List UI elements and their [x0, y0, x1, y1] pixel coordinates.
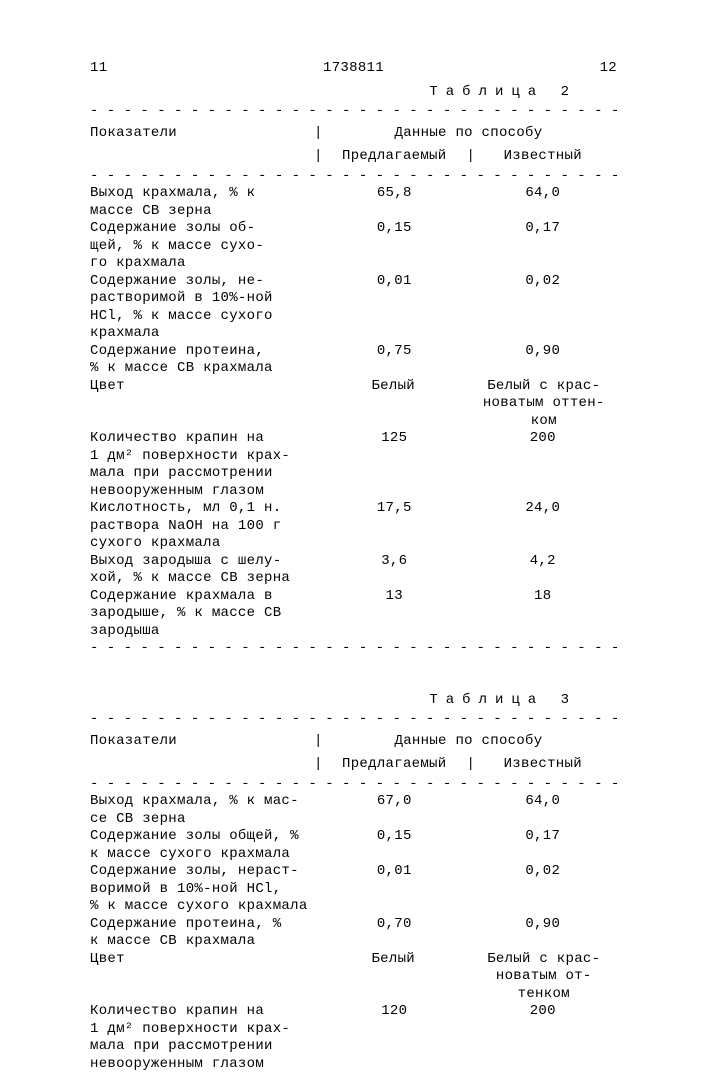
row-value-2: 0,90 — [469, 343, 618, 361]
row-value-2: 18 — [469, 588, 618, 606]
table-row: Содержание золы, не- растворимой в 10%-н… — [90, 273, 617, 343]
row-label: Содержание золы об- щей, % к массе сухо-… — [90, 220, 320, 273]
row-value-1: 13 — [320, 588, 469, 606]
table-row: Содержание золы, нераст- воримой в 10%-н… — [90, 863, 617, 916]
page-number-right: 12 — [600, 60, 617, 78]
row-value-2: 0,17 — [469, 828, 618, 846]
table2-title: Таблица 2 — [90, 84, 617, 102]
divider: - - - - - - - - - - - - - - - - - - - - … — [90, 776, 617, 794]
page-number-left: 11 — [90, 60, 107, 78]
document-number: 1738811 — [107, 60, 599, 78]
row-label: Выход крахмала, % к мас- се СВ зерна — [90, 793, 320, 828]
table-row: Количество крапин на 1 дм² поверхности к… — [90, 430, 617, 500]
table3: Показатели Данные по способу Предлагаемы… — [90, 729, 617, 1073]
table3-header-right: Данные по способу — [320, 729, 617, 755]
row-value-2: Белый с крас- новатым оттен- ком — [467, 378, 618, 431]
page-header: 11 1738811 12 — [90, 60, 617, 78]
row-value-1: 0,15 — [320, 828, 469, 846]
row-value-1: Белый — [320, 378, 467, 396]
table-row: Содержание протеина, % к массе СВ крахма… — [90, 916, 617, 951]
table-row: Содержание золы общей, % к массе сухого … — [90, 828, 617, 863]
table-row: Содержание золы об- щей, % к массе сухо-… — [90, 220, 617, 273]
row-label: Содержание крахмала в зародыше, % к масс… — [90, 588, 320, 641]
row-label: Кислотность, мл 0,1 н. раствора NaOH на … — [90, 500, 320, 553]
table2: Показатели Данные по способу Предлагаемы… — [90, 121, 617, 641]
table-row: Содержание протеина, % к массе СВ крахма… — [90, 343, 617, 378]
divider: - - - - - - - - - - - - - - - - - - - - … — [90, 168, 617, 186]
row-value-2: 64,0 — [469, 185, 618, 203]
row-value-1: 67,0 — [320, 793, 469, 811]
row-value-1: 0,15 — [320, 220, 469, 238]
row-label: Цвет — [90, 951, 320, 969]
row-value-2: 0,17 — [469, 220, 618, 238]
table-row: Цвет Белый Белый с крас- новатым оттен- … — [90, 378, 617, 431]
row-label: Выход крахмала, % к массе СВ зерна — [90, 185, 320, 220]
table2-header-left: Показатели — [90, 121, 320, 147]
row-value-1: 0,01 — [320, 273, 469, 291]
row-value-1: 0,75 — [320, 343, 469, 361]
row-value-1: 17,5 — [320, 500, 469, 518]
divider: - - - - - - - - - - - - - - - - - - - - … — [90, 711, 617, 729]
row-label: Выход зародыша с шелу- хой, % к массе СВ… — [90, 553, 320, 588]
row-value-1: 120 — [320, 1003, 469, 1021]
table-row: Выход зародыша с шелу- хой, % к массе СВ… — [90, 553, 617, 588]
table-row: Кислотность, мл 0,1 н. раствора NaOH на … — [90, 500, 617, 553]
row-label: Цвет — [90, 378, 320, 396]
row-value-2: Белый с крас- новатым от- тенком — [467, 951, 618, 1004]
table3-col2-label: Известный — [469, 754, 618, 776]
table-row: Выход крахмала, % к мас- се СВ зерна 67,… — [90, 793, 617, 828]
row-value-2: 64,0 — [469, 793, 618, 811]
table-row: Содержание крахмала в зародыше, % к масс… — [90, 588, 617, 641]
row-value-1: Белый — [320, 951, 467, 969]
table2-header-right: Данные по способу — [320, 121, 617, 147]
row-value-2: 4,2 — [469, 553, 618, 571]
table2-col1-label: Предлагаемый — [320, 146, 469, 168]
table3-title: Таблица 3 — [90, 692, 617, 710]
row-value-2: 24,0 — [469, 500, 618, 518]
row-value-1: 0,01 — [320, 863, 469, 881]
row-label: Содержание золы общей, % к массе сухого … — [90, 828, 320, 863]
table3-header-left: Показатели — [90, 729, 320, 755]
row-label: Количество крапин на 1 дм² поверхности к… — [90, 1003, 320, 1073]
divider: - - - - - - - - - - - - - - - - - - - - … — [90, 640, 617, 658]
row-label: Содержание протеина, % к массе СВ крахма… — [90, 916, 320, 951]
row-value-1: 0,70 — [320, 916, 469, 934]
table-row: Цвет Белый Белый с крас- новатым от- тен… — [90, 951, 617, 1004]
row-value-1: 3,6 — [320, 553, 469, 571]
row-value-1: 65,8 — [320, 185, 469, 203]
table-row: Количество крапин на 1 дм² поверхности к… — [90, 1003, 617, 1073]
table-row: Выход крахмала, % к массе СВ зерна 65,8 … — [90, 185, 617, 220]
row-value-2: 0,02 — [469, 273, 618, 291]
row-value-2: 0,90 — [469, 916, 618, 934]
row-value-2: 0,02 — [469, 863, 618, 881]
table3-col1-label: Предлагаемый — [320, 754, 469, 776]
table2-col2-label: Известный — [469, 146, 618, 168]
row-label: Содержание протеина, % к массе СВ крахма… — [90, 343, 320, 378]
row-label: Содержание золы, нераст- воримой в 10%-н… — [90, 863, 320, 916]
row-label: Содержание золы, не- растворимой в 10%-н… — [90, 273, 320, 343]
row-value-2: 200 — [469, 430, 618, 448]
divider: - - - - - - - - - - - - - - - - - - - - … — [90, 103, 617, 121]
row-label: Количество крапин на 1 дм² поверхности к… — [90, 430, 320, 500]
row-value-1: 125 — [320, 430, 469, 448]
row-value-2: 200 — [469, 1003, 618, 1021]
